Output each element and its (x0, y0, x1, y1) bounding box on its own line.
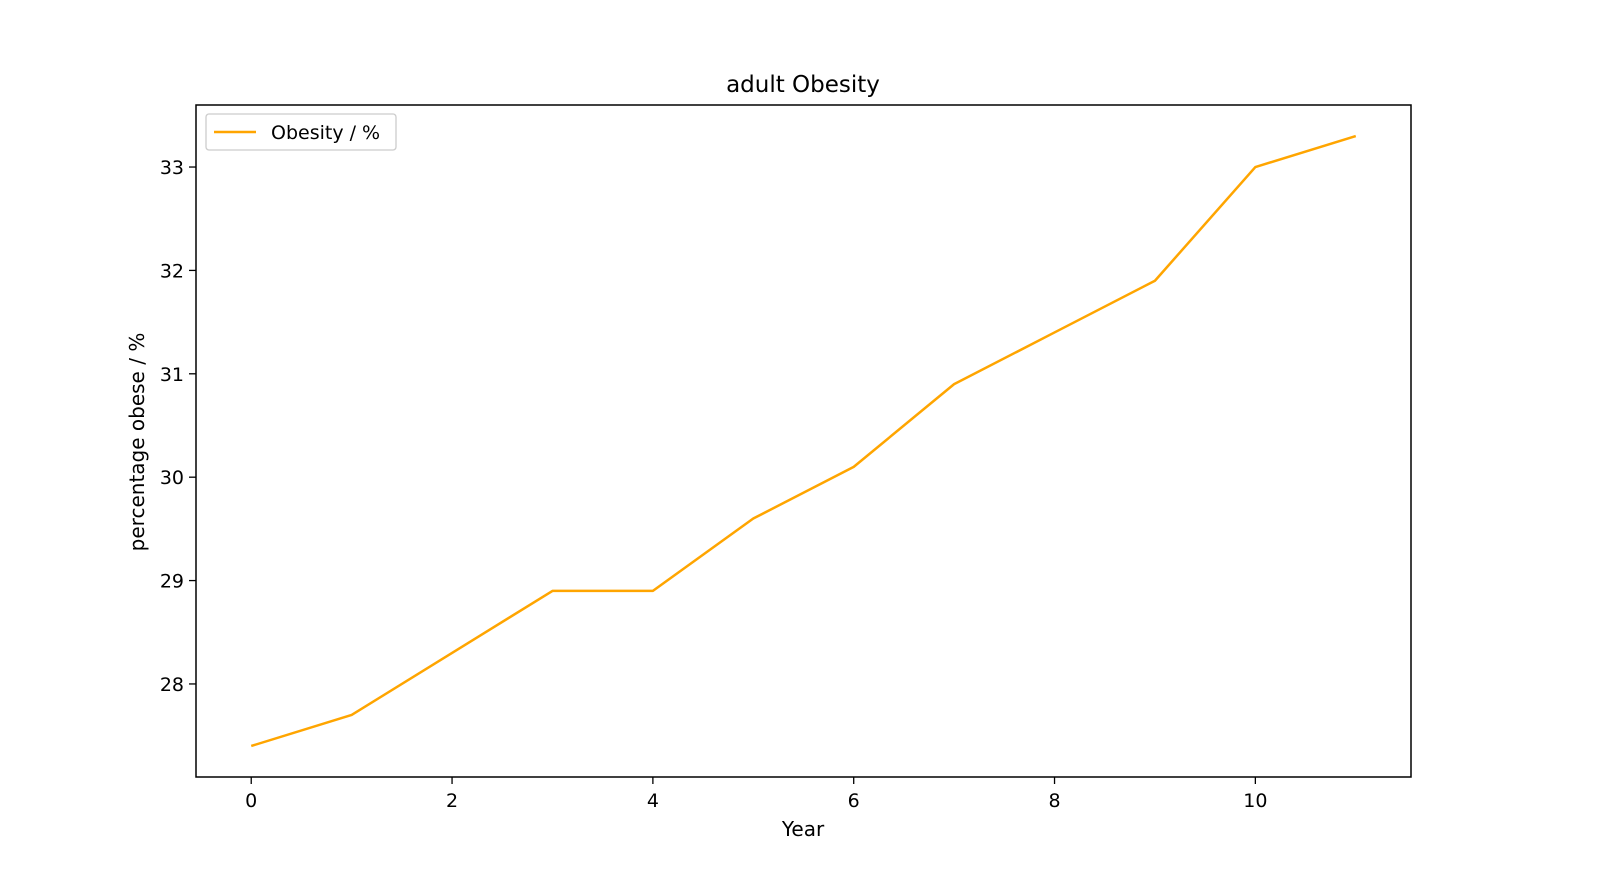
x-tick-label: 4 (647, 790, 659, 812)
x-axis-title: Year (781, 817, 825, 841)
x-tick-label: 0 (245, 790, 257, 812)
y-tick-label: 32 (160, 260, 184, 282)
x-tick-label: 6 (848, 790, 860, 812)
y-tick-label: 33 (160, 157, 184, 179)
y-tick-label: 28 (160, 674, 184, 696)
x-tick-label: 10 (1243, 790, 1267, 812)
series-layer (250, 134, 1357, 748)
x-tick-label: 8 (1048, 790, 1060, 812)
y-tick-label: 30 (160, 467, 184, 489)
y-axis: 28 29 30 31 32 33 (160, 157, 196, 696)
legend: Obesity / % (205, 113, 397, 151)
series-line (250, 134, 1357, 748)
legend-frame (205, 113, 397, 151)
chart-title: adult Obesity (726, 72, 880, 98)
plot-area (195, 104, 1412, 778)
x-tick-label: 2 (446, 790, 458, 812)
x-axis: 0 2 4 6 8 10 (245, 777, 1267, 812)
y-tick-label: 29 (160, 571, 184, 593)
y-tick-label: 31 (160, 364, 184, 386)
plot-frame (195, 104, 1412, 778)
y-axis-title: percentage obese / % (125, 333, 149, 552)
legend-label: Obesity / % (271, 122, 380, 144)
